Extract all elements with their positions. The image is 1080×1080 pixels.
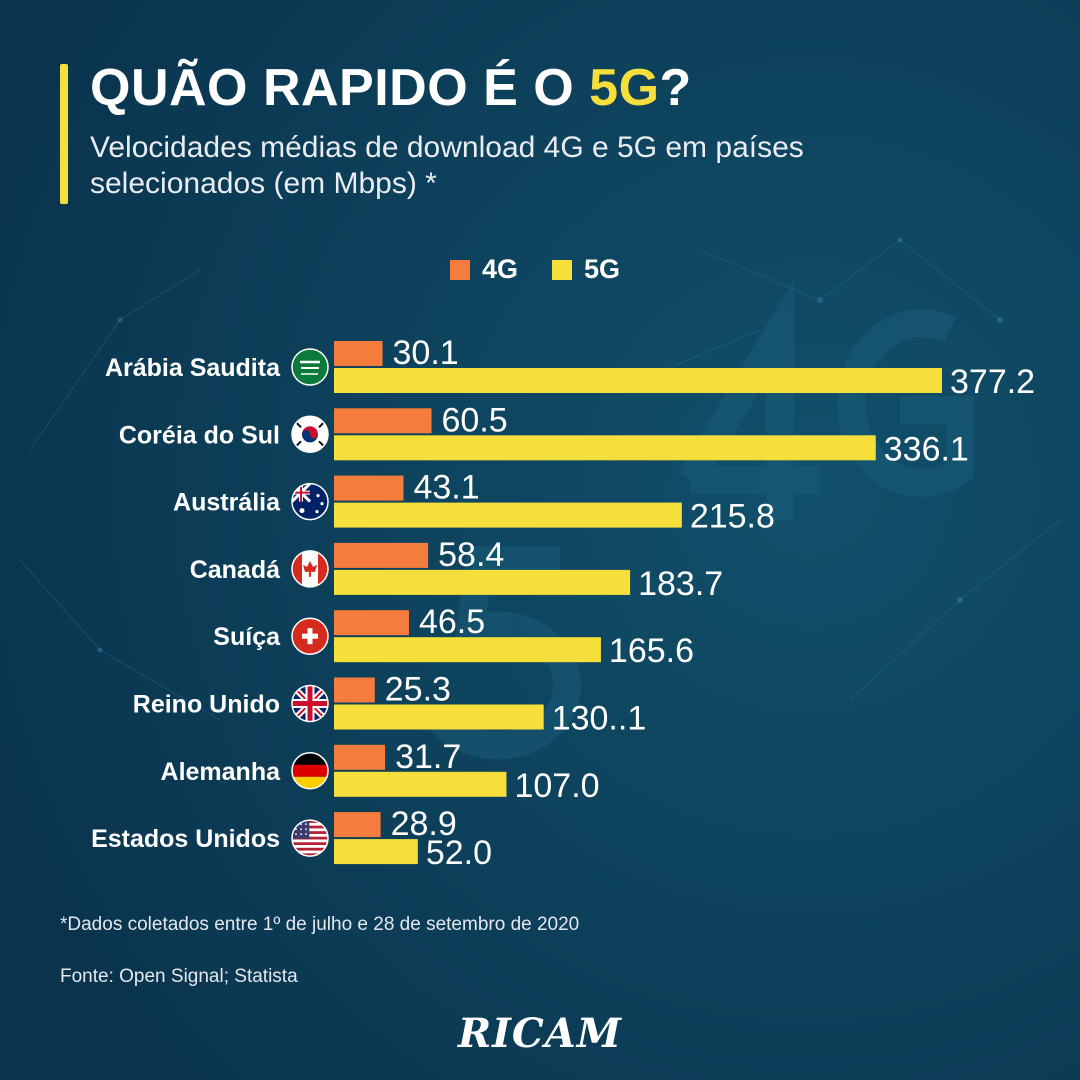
page-title: QUÃO RAPIDO É O 5G? (90, 58, 692, 118)
category-label: Reino Unido (133, 691, 280, 719)
value-label-5g: 107.0 (514, 767, 599, 805)
legend-label-5g: 5G (584, 254, 621, 284)
south-korea-flag-icon (291, 415, 329, 454)
legend-swatch-5g (552, 259, 573, 280)
category-label: Canadá (190, 556, 280, 584)
united-states-flag-icon (291, 819, 329, 857)
title-highlight: 5G (589, 59, 660, 117)
category-label: Austrália (173, 489, 281, 517)
bar-5g (334, 569, 631, 595)
bar-5g (334, 704, 544, 730)
bar-4g (334, 341, 383, 366)
category-label: Alemanha (161, 758, 282, 786)
bar-4g (334, 744, 386, 770)
category-label: Suíça (213, 623, 281, 651)
legend-swatch-4g (450, 259, 470, 280)
switzerland-flag-icon (291, 617, 329, 655)
bar-5g (334, 502, 682, 528)
legend-item-4g: 4G (450, 254, 518, 285)
value-label-4g: 28.9 (391, 805, 457, 843)
bar-4g (334, 610, 409, 636)
bar-5g (334, 637, 601, 663)
value-label-5g: 377.2 (950, 363, 1035, 401)
value-label-5g: 336.1 (884, 430, 969, 468)
legend-item-5g: 5G (552, 254, 620, 285)
chart-legend: 4G 5G (450, 254, 654, 285)
bar-4g (334, 812, 381, 838)
page-subtitle: Velocidades médias de download 4G e 5G e… (90, 131, 804, 200)
value-label-5g: 215.8 (690, 498, 775, 536)
brand-logo: RICAM (457, 1010, 623, 1057)
value-label-5g: 165.6 (609, 632, 694, 670)
category-label: Estados Unidos (91, 825, 280, 853)
value-label-4g: 46.5 (419, 603, 485, 641)
value-label-4g: 58.4 (438, 536, 504, 574)
title-suffix: ? (659, 59, 692, 117)
value-label-4g: 25.3 (385, 671, 451, 709)
value-label-4g: 31.7 (395, 738, 461, 776)
bar-4g (334, 677, 375, 703)
canada-flag-icon (291, 550, 329, 588)
bar-4g (334, 542, 429, 568)
value-label-4g: 60.5 (442, 401, 508, 439)
title-prefix: QUÃO RAPIDO É O (90, 59, 590, 117)
value-label-4g: 30.1 (393, 334, 459, 372)
value-label-5g: 183.7 (638, 565, 723, 603)
value-label-5g: 130..1 (552, 700, 647, 738)
australia-flag-icon (291, 482, 329, 521)
title-accent-bar (60, 64, 68, 204)
category-label: Arábia Saudita (105, 354, 281, 382)
saudi-arabia-flag-icon (291, 348, 329, 386)
bar-4g (334, 475, 404, 501)
category-label: Coréia do Sul (119, 421, 280, 449)
value-label-4g: 43.1 (413, 469, 479, 507)
bar-5g (334, 435, 876, 461)
united-kingdom-flag-icon (291, 684, 329, 723)
legend-label-4g: 4G (482, 254, 519, 284)
source-note: Fonte: Open Signal; Statista (60, 966, 298, 987)
bar-5g (334, 368, 942, 393)
bar-4g (334, 408, 432, 434)
bar-5g (334, 771, 507, 797)
germany-flag-icon (291, 752, 329, 790)
footnote: *Dados coletados entre 1º de julho e 28 … (60, 914, 580, 935)
bar-5g (334, 839, 418, 865)
value-label-5g: 52.0 (426, 834, 492, 872)
